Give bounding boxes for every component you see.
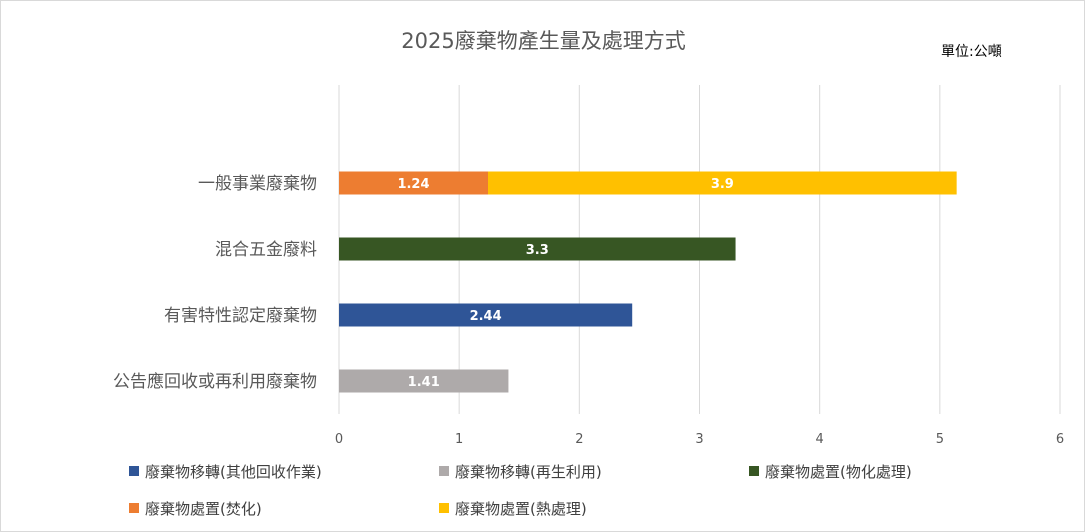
bar-segment: [339, 237, 736, 261]
data-label: 1.24: [397, 177, 429, 192]
legend-item: 廢棄物處置(熱處理): [439, 498, 587, 518]
legend-swatch: [439, 466, 449, 476]
legend-swatch: [129, 503, 139, 513]
x-tick-label: 0: [335, 432, 343, 447]
bar-segment: [339, 303, 633, 327]
x-tick-label: 1: [455, 432, 463, 447]
bar-segment: [339, 171, 489, 195]
legend-item: 廢棄物移轉(再生利用): [439, 461, 602, 481]
bar-segment: [488, 171, 957, 195]
data-label: 3.3: [526, 243, 549, 258]
bar-segment: [339, 369, 509, 393]
legend-label: 廢棄物處置(焚化): [145, 499, 262, 518]
x-tick-label: 2: [575, 432, 583, 447]
legend-label: 廢棄物移轉(再生利用): [455, 462, 602, 481]
legend-swatch: [439, 503, 449, 513]
x-tick-label: 4: [816, 432, 824, 447]
data-label: 3.9: [711, 177, 734, 192]
x-tick-label: 3: [695, 432, 703, 447]
data-label: 1.41: [408, 375, 440, 390]
data-label: 2.44: [470, 309, 502, 324]
legend-item: 廢棄物處置(物化處理): [749, 461, 912, 481]
x-tick-label: 5: [936, 432, 944, 447]
legend-label: 廢棄物移轉(其他回收作業): [145, 462, 322, 481]
legend-swatch: [749, 466, 759, 476]
category-label: 混合五金廢料: [215, 240, 317, 260]
legend-label: 廢棄物處置(熱處理): [455, 499, 587, 518]
unit-label: 單位:公噸: [941, 44, 1002, 60]
category-label: 一般事業廢棄物: [198, 174, 317, 194]
legend-item: 廢棄物處置(焚化): [129, 498, 262, 518]
legend-item: 廢棄物移轉(其他回收作業): [129, 461, 322, 481]
legend-label: 廢棄物處置(物化處理): [765, 462, 912, 481]
legend-swatch: [129, 466, 139, 476]
chart-title: 2025廢棄物產生量及處理方式: [401, 29, 686, 53]
legend: 廢棄物移轉(其他回收作業) 廢棄物移轉(再生利用) 廢棄物處置(物化處理) 廢棄物處置…: [129, 461, 1069, 525]
x-tick-label: 6: [1056, 432, 1064, 447]
category-label: 公告應回收或再利用廢棄物: [113, 371, 317, 392]
category-label: 有害特性認定廢棄物: [164, 306, 317, 326]
